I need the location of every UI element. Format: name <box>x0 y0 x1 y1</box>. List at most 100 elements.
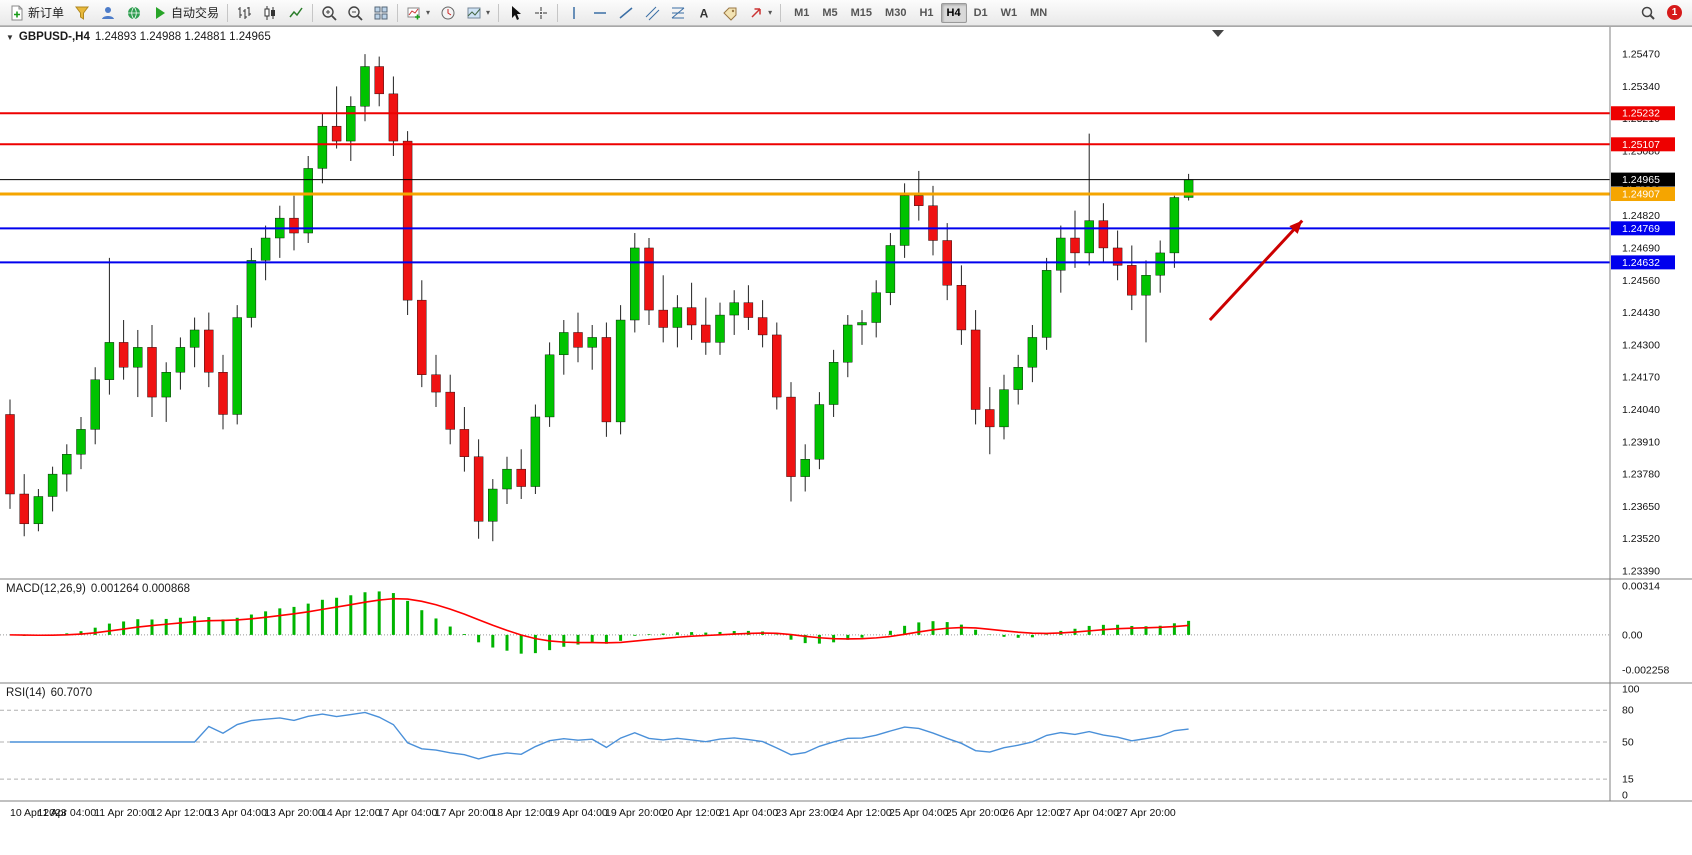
price-badge-1.24965 <box>1611 172 1675 187</box>
macd-indicator-name: MACD(12,26,9) <box>6 583 86 595</box>
svg-text:1.24430: 1.24430 <box>1622 307 1660 319</box>
time-label: 13 Apr 04:00 <box>207 807 267 819</box>
timeframe-w1-button[interactable]: W1 <box>1000 6 1018 19</box>
time-label: 20 Apr 12:00 <box>662 807 722 819</box>
history-center-button[interactable] <box>435 2 461 24</box>
svg-text:A: A <box>700 6 709 20</box>
svg-text:1.25340: 1.25340 <box>1622 81 1660 93</box>
text-tool-button[interactable]: A <box>691 2 717 24</box>
price-badge-1.25107 <box>1611 137 1675 152</box>
chart-shift-marker[interactable] <box>1212 30 1224 37</box>
bar-chart-button[interactable] <box>231 2 257 24</box>
candlestick-chart-button[interactable] <box>257 2 283 24</box>
chart-bg <box>0 27 1692 823</box>
crosshair-icon <box>533 5 549 21</box>
svg-text:1.24769: 1.24769 <box>1622 223 1660 235</box>
dropdown-caret: ▾ <box>426 8 431 17</box>
svg-text:1.24040: 1.24040 <box>1622 404 1660 416</box>
timeframe-m5-button[interactable]: M5 <box>822 6 838 19</box>
autotrade-label: 自动交易 <box>171 6 220 20</box>
trendline-icon <box>618 5 634 21</box>
line-chart-button[interactable] <box>283 2 309 24</box>
svg-text:1.25470: 1.25470 <box>1622 49 1660 61</box>
svg-text:1.24560: 1.24560 <box>1622 275 1660 287</box>
vertical-line-tool-button[interactable] <box>561 2 587 24</box>
label-tool-button[interactable] <box>717 2 743 24</box>
svg-text:80: 80 <box>1622 705 1634 717</box>
shapes-tool-button[interactable]: ▾ <box>743 2 777 24</box>
time-label: 18 Apr 12:00 <box>491 807 551 819</box>
chart-snapshot-button[interactable]: ▾ <box>461 2 495 24</box>
timeframe-m30-button[interactable]: M30 <box>885 6 907 19</box>
time-label: 27 Apr 20:00 <box>1116 807 1176 819</box>
time-label: 25 Apr 20:00 <box>946 807 1006 819</box>
zoom-in-button[interactable] <box>316 2 342 24</box>
arrow-shape-icon <box>748 5 764 21</box>
toolbar-separator <box>498 3 500 22</box>
chart-ohlc-values: 1.24893 1.24988 1.24881 1.24965 <box>94 31 271 43</box>
horizontal-line-tool-button[interactable] <box>587 2 613 24</box>
autotrade-button[interactable]: 自动交易 <box>147 2 224 24</box>
svg-text:0: 0 <box>1622 790 1628 802</box>
svg-text:1.25232: 1.25232 <box>1622 108 1660 120</box>
svg-text:1.24632: 1.24632 <box>1622 257 1660 269</box>
market-watch-button[interactable] <box>69 2 95 24</box>
chart-canvas[interactable]: 1.254701.253401.252101.250801.249501.248… <box>0 27 1692 855</box>
chart-symbol-period: GBPUSD-,H4 <box>18 31 90 43</box>
channel-icon <box>644 5 660 21</box>
search-button[interactable] <box>1635 2 1661 24</box>
new-order-button[interactable]: 新订单 <box>4 2 69 24</box>
macd-indicator-values: 0.001264 0.000868 <box>90 583 191 595</box>
collapse-triangle-icon[interactable]: ▼ <box>6 32 14 42</box>
timeframe-h1-button[interactable]: H1 <box>919 6 934 19</box>
timeframe-m15-button[interactable]: M15 <box>850 6 873 19</box>
svg-text:1.23780: 1.23780 <box>1622 469 1660 481</box>
candles-layer <box>5 54 1194 542</box>
accounts-button[interactable] <box>95 2 121 24</box>
timeframe-m1-button[interactable]: M1 <box>794 6 810 19</box>
svg-text:-0.002258: -0.002258 <box>1622 664 1669 676</box>
crosshair-tool-button[interactable] <box>528 2 554 24</box>
svg-text:1.24907: 1.24907 <box>1622 189 1660 201</box>
new-order-icon <box>9 5 25 21</box>
toolbar-right: 1 <box>1635 2 1688 24</box>
svg-text:50: 50 <box>1622 737 1634 749</box>
chart-snapshot-icon <box>466 5 482 21</box>
time-label: 19 Apr 20:00 <box>605 807 665 819</box>
cursor-icon <box>507 5 523 21</box>
timeframe-group: M1 M5 M15 M30 H1 H4 D1 W1 MN <box>788 2 1053 23</box>
time-label: 17 Apr 20:00 <box>435 807 495 819</box>
notification-badge[interactable]: 1 <box>1667 5 1682 20</box>
timeframe-mn-button[interactable]: MN <box>1030 6 1048 19</box>
channel-tool-button[interactable] <box>639 2 665 24</box>
text-tool-icon: A <box>696 5 712 21</box>
tile-windows-button[interactable] <box>368 2 394 24</box>
timeframe-h4-button[interactable]: H4 <box>940 2 967 23</box>
rsi-indicator-value: 60.7070 <box>50 687 93 699</box>
timeframe-d1-button[interactable]: D1 <box>973 6 988 19</box>
time-label: 11 Apr 04:00 <box>37 807 96 819</box>
toolbar: 新订单 自动交易 ▾ ▾ <box>0 0 1692 26</box>
time-label: 12 Apr 12:00 <box>151 807 211 819</box>
svg-text:0.00: 0.00 <box>1622 629 1643 641</box>
clock-icon <box>440 5 456 21</box>
rsi-label: RSI(14) 60.7070 <box>6 687 92 699</box>
toolbar-separator <box>397 3 399 22</box>
new-chart-button[interactable]: ▾ <box>401 2 435 24</box>
zoom-out-button[interactable] <box>342 2 368 24</box>
horizontal-line-icon <box>592 5 608 21</box>
svg-text:1.25107: 1.25107 <box>1622 139 1660 151</box>
trend-arrow[interactable] <box>1208 219 1304 322</box>
rsi-pane: 100 80 50 15 0 <box>0 684 1640 802</box>
dropdown-caret: ▾ <box>768 8 773 17</box>
search-icon <box>1640 5 1656 21</box>
vertical-line-icon <box>566 5 582 21</box>
fibonacci-tool-button[interactable] <box>665 2 691 24</box>
cursor-tool-button[interactable] <box>502 2 528 24</box>
trendline-tool-button[interactable] <box>613 2 639 24</box>
price-badge-1.24769 <box>1611 221 1675 236</box>
chart-title: ▼ GBPUSD-,H4 1.24893 1.24988 1.24881 1.2… <box>6 31 271 43</box>
price-badge-1.24907 <box>1611 187 1675 202</box>
web-terminal-button[interactable] <box>121 2 147 24</box>
